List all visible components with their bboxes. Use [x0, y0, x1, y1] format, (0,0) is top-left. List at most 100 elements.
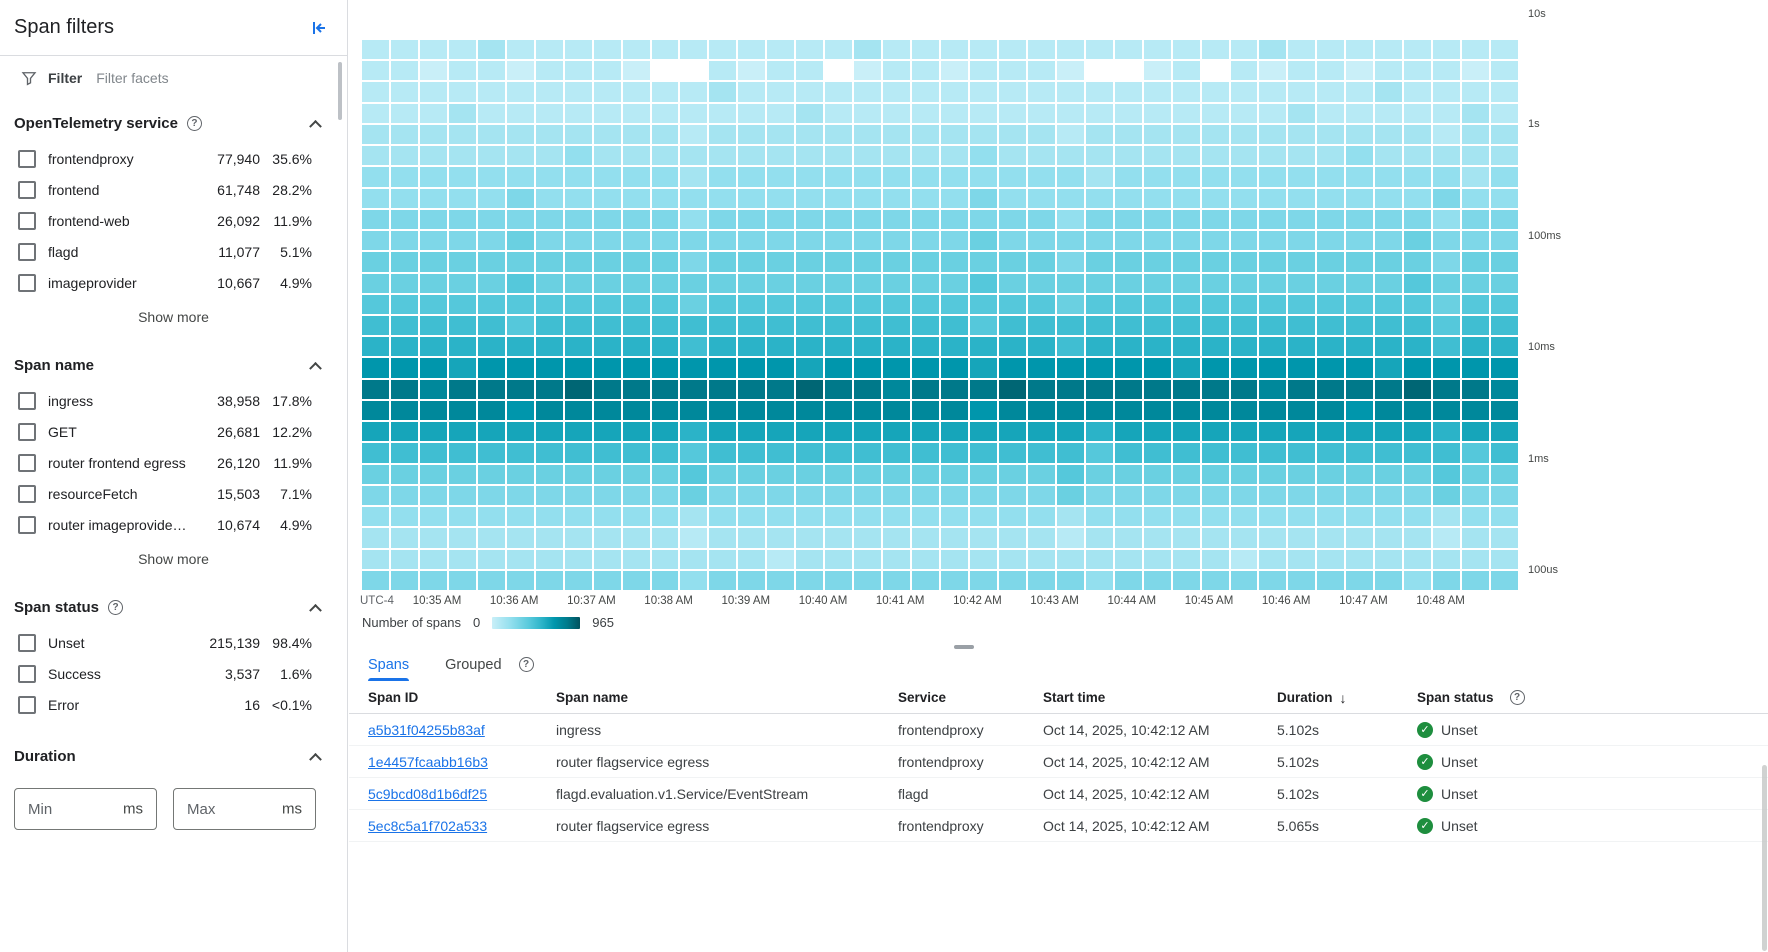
heatmap-cell[interactable] — [709, 294, 737, 314]
heatmap-cell[interactable] — [1172, 379, 1200, 399]
heatmap-cell[interactable] — [1317, 464, 1345, 484]
heatmap-cell[interactable] — [1288, 273, 1316, 293]
heatmap-cell[interactable] — [1317, 209, 1345, 230]
heatmap-cell[interactable] — [969, 316, 997, 336]
heatmap-cell[interactable] — [506, 316, 534, 336]
heatmap-cell[interactable] — [1201, 146, 1229, 166]
heatmap-cell[interactable] — [1346, 252, 1374, 272]
tab-grouped[interactable]: Grouped ? — [445, 648, 534, 681]
heatmap-cell[interactable] — [419, 443, 447, 463]
heatmap-cell[interactable] — [419, 358, 447, 378]
heatmap-cell[interactable] — [390, 422, 418, 442]
heatmap-cell[interactable] — [1404, 485, 1432, 506]
heatmap-cell[interactable] — [969, 443, 997, 463]
filter-facets-input[interactable]: Filter Filter facets — [0, 56, 347, 95]
heatmap-cell[interactable] — [1259, 40, 1287, 60]
heatmap-cell[interactable] — [1375, 273, 1403, 293]
heatmap-cell[interactable] — [796, 507, 824, 527]
heatmap-cell[interactable] — [767, 82, 795, 102]
heatmap-cell[interactable] — [448, 82, 476, 102]
heatmap-cell[interactable] — [535, 273, 563, 293]
heatmap-cell[interactable] — [1433, 209, 1461, 230]
heatmap-cell[interactable] — [1230, 231, 1258, 251]
heatmap-cell[interactable] — [1288, 188, 1316, 208]
heatmap-cell[interactable] — [622, 231, 650, 251]
heatmap-cell[interactable] — [767, 209, 795, 230]
heatmap-cell[interactable] — [1433, 40, 1461, 60]
heatmap-cell[interactable] — [941, 443, 968, 463]
col-span-name[interactable]: Span name — [556, 690, 898, 705]
heatmap-cell[interactable] — [1404, 167, 1432, 187]
heatmap-cell[interactable] — [1462, 443, 1490, 463]
heatmap-cell[interactable] — [506, 252, 534, 272]
heatmap-cell[interactable] — [825, 103, 853, 123]
heatmap-cell[interactable] — [796, 146, 824, 166]
heatmap-cell[interactable] — [419, 337, 447, 357]
heatmap-cell[interactable] — [912, 103, 939, 123]
heatmap-cell[interactable] — [1346, 231, 1374, 251]
heatmap-cell[interactable] — [593, 209, 621, 230]
heatmap-cell[interactable] — [969, 379, 997, 399]
heatmap-cell[interactable] — [680, 379, 708, 399]
heatmap-cell[interactable] — [362, 358, 389, 378]
heatmap-cell[interactable] — [1056, 464, 1084, 484]
heatmap-cell[interactable] — [1375, 400, 1403, 421]
heatmap-cell[interactable] — [1027, 167, 1055, 187]
heatmap-cell[interactable] — [1375, 82, 1403, 102]
heatmap-cell[interactable] — [941, 252, 968, 272]
heatmap-cell[interactable] — [825, 231, 853, 251]
heatmap-cell[interactable] — [506, 273, 534, 293]
filter-checkbox[interactable] — [18, 664, 36, 683]
heatmap-cell[interactable] — [854, 485, 882, 506]
heatmap-cell[interactable] — [680, 273, 708, 293]
heatmap-cell[interactable] — [419, 209, 447, 230]
heatmap-cell[interactable] — [651, 570, 679, 590]
heatmap-cell[interactable] — [419, 464, 447, 484]
heatmap-cell[interactable] — [709, 337, 737, 357]
heatmap-cell[interactable] — [477, 358, 505, 378]
heatmap-cell[interactable] — [622, 273, 650, 293]
heatmap-cell[interactable] — [1027, 231, 1055, 251]
heatmap-cell[interactable] — [883, 231, 911, 251]
heatmap-cell[interactable] — [738, 124, 766, 145]
heatmap-cell[interactable] — [825, 40, 853, 60]
span-id-link[interactable]: a5b31f04255b83af — [368, 721, 485, 738]
heatmap-cell[interactable] — [1201, 103, 1229, 123]
heatmap-cell[interactable] — [1259, 400, 1287, 421]
heatmap-cell[interactable] — [1317, 40, 1345, 60]
heatmap-cell[interactable] — [709, 82, 737, 102]
heatmap-cell[interactable] — [1201, 61, 1229, 81]
heatmap-cell[interactable] — [854, 273, 882, 293]
heatmap-cell[interactable] — [419, 294, 447, 314]
heatmap-cell[interactable] — [1491, 379, 1518, 399]
heatmap-cell[interactable] — [1172, 528, 1200, 548]
heatmap-cell[interactable] — [593, 549, 621, 569]
heatmap-cell[interactable] — [912, 443, 939, 463]
heatmap-cell[interactable] — [593, 124, 621, 145]
heatmap-cell[interactable] — [1375, 316, 1403, 336]
heatmap-cell[interactable] — [1201, 167, 1229, 187]
heatmap-cell[interactable] — [998, 273, 1026, 293]
heatmap-cell[interactable] — [622, 294, 650, 314]
heatmap-cell[interactable] — [767, 61, 795, 81]
heatmap-cell[interactable] — [738, 549, 766, 569]
heatmap-cell[interactable] — [1230, 146, 1258, 166]
chevron-up-icon[interactable] — [303, 111, 327, 135]
heatmap-cell[interactable] — [564, 570, 592, 590]
heatmap-cell[interactable] — [854, 337, 882, 357]
heatmap-cell[interactable] — [1491, 316, 1518, 336]
heatmap-cell[interactable] — [535, 82, 563, 102]
heatmap-cell[interactable] — [651, 337, 679, 357]
heatmap-cell[interactable] — [709, 464, 737, 484]
heatmap-cell[interactable] — [390, 464, 418, 484]
heatmap-cell[interactable] — [998, 528, 1026, 548]
heatmap-cell[interactable] — [1027, 273, 1055, 293]
heatmap-cell[interactable] — [1433, 443, 1461, 463]
heatmap-cell[interactable] — [477, 61, 505, 81]
heatmap-cell[interactable] — [622, 528, 650, 548]
heatmap-cell[interactable] — [1143, 570, 1171, 590]
heatmap-cell[interactable] — [564, 549, 592, 569]
heatmap-cell[interactable] — [1172, 124, 1200, 145]
heatmap-cell[interactable] — [1201, 358, 1229, 378]
heatmap-cell[interactable] — [825, 146, 853, 166]
